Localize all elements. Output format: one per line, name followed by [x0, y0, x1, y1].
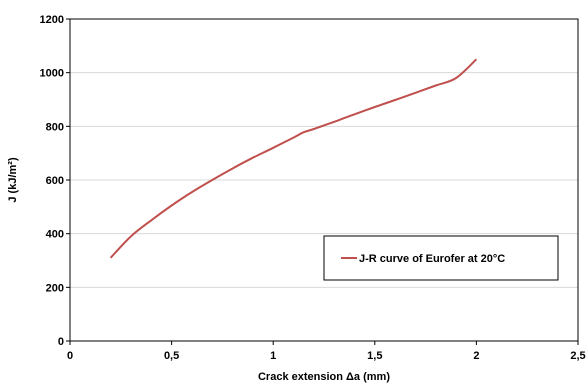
y-tick-label: 0	[58, 336, 64, 348]
x-tick-label: 1,5	[367, 350, 382, 362]
y-tick-label: 1200	[40, 14, 64, 26]
y-axis-ticks: 0 200 400 600 800 1000 1200	[40, 14, 70, 348]
x-tick-label: 0,5	[164, 350, 179, 362]
legend-box	[323, 235, 559, 281]
x-tick-label: 0	[67, 350, 73, 362]
y-tick-label: 1000	[40, 68, 64, 80]
x-tick-label: 2	[473, 350, 479, 362]
legend-label: J-R curve of Eurofer at 20°C	[359, 253, 505, 265]
series-line	[109, 58, 478, 259]
y-tick-label: 600	[46, 175, 64, 187]
gridlines	[70, 72, 578, 288]
y-tick-label: 800	[46, 121, 64, 133]
legend: J-R curve of Eurofer at 20°C	[323, 235, 559, 281]
series-layer	[109, 58, 478, 259]
x-tick-label: 1	[270, 350, 276, 362]
x-tick-label: 2,5	[570, 350, 585, 362]
x-axis-ticks: 0 0,5 1 1,5 2 2,5	[67, 341, 586, 362]
y-axis-title: J (kJ/m²)	[7, 157, 19, 203]
y-tick-label: 200	[46, 282, 64, 294]
y-tick-label: 400	[46, 229, 64, 241]
x-axis-title: Crack extension Δa (mm)	[258, 371, 390, 383]
